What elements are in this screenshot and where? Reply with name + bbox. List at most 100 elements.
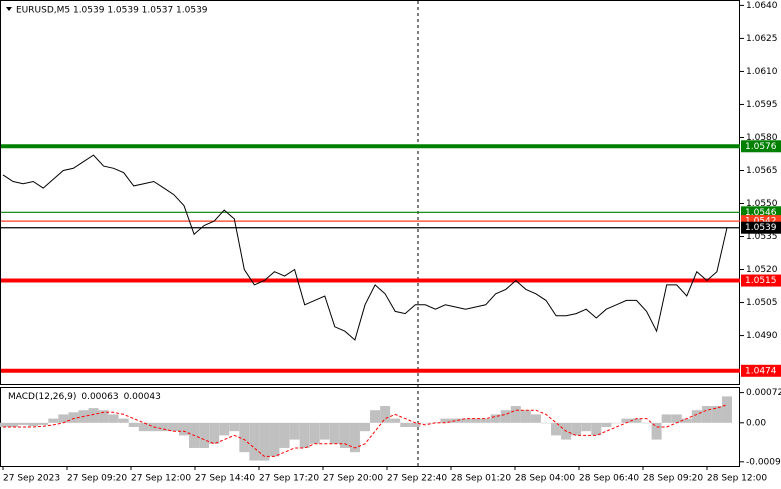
macd-bar [118,418,129,423]
x-tick-label: 27 Sep 14:40 [195,474,255,484]
x-tick-label: 27 Sep 12:00 [131,474,191,484]
macd-bar [299,422,310,448]
macd-title-part: 0.00063 [81,392,118,402]
macd-bar [440,418,451,423]
macd-title-part: MACD(12,26,9) [8,392,76,402]
macd-bar [48,418,59,423]
x-tick-label: 28 Sep 01:20 [451,474,511,484]
x-tick-label: 27 Sep 22:40 [387,474,447,484]
macd-bar [711,406,722,423]
level-label: 1.0474 [745,366,777,376]
macd-bar [58,414,69,423]
macd-bar [269,422,280,457]
macd-bar [209,422,220,444]
y-tick-label: 1.0595 [746,100,778,110]
level-label: 1.0546 [745,208,777,218]
x-tick-label: 28 Sep 12:00 [707,474,767,484]
macd-bar [98,410,109,423]
macd-bar [510,406,521,423]
macd-bar [249,422,260,461]
macd-bar [681,418,692,423]
macd-bar [571,422,582,436]
macd-bar [339,422,350,448]
macd-bar [490,414,501,423]
x-tick-label: 28 Sep 09:20 [643,474,703,484]
x-tick-label: 28 Sep 04:00 [515,474,575,484]
macd-bar [671,414,682,423]
x-tick-label: 27 Sep 20:00 [323,474,383,484]
x-tick-label: 27 Sep 17:20 [259,474,319,484]
macd-bar [219,422,230,436]
y-tick-label: 1.0610 [746,67,778,77]
price-line [2,154,728,341]
price-panel-frame [0,0,740,385]
macd-bar [551,422,562,436]
macd-bar [530,414,541,423]
macd-bar [229,422,240,432]
level-label: 1.0515 [745,276,777,286]
y-tick-label: 1.0550 [746,199,778,209]
macd-bar [420,422,431,424]
macd-bar [18,422,29,425]
y-tick-label: 1.0565 [746,166,778,176]
macd-bar [541,422,551,424]
macd-bar [259,422,270,461]
macd-bar [661,414,672,423]
macd-title-part: 0.00043 [124,392,161,402]
macd-bar [691,410,702,423]
level-tag [741,364,781,377]
signal-line [3,404,728,457]
macd-bar [329,422,340,444]
macd-bar [158,422,169,432]
macd-bar [68,412,79,423]
macd-bar [199,422,210,448]
macd-bar [581,422,592,432]
x-tick-label: 27 Sep 09:20 [67,474,127,484]
macd-bar [701,406,712,423]
macd-bar [360,422,370,432]
macd-bar [370,410,381,423]
y-tick-label: 1.0520 [746,265,778,275]
x-tick-label: 28 Sep 06:40 [579,474,639,484]
macd-bar [279,422,290,448]
macd-bar [400,422,411,427]
macd-bar [641,422,652,424]
macd-bar [108,414,119,423]
macd-bar [500,410,511,423]
macd-bar [470,418,481,423]
macd-bar [349,422,360,453]
macd-bar [0,422,8,427]
macd-bar [88,408,99,423]
y-tick-label: -0.00093 [746,457,781,467]
macd-bar [480,418,491,423]
macd-bar [611,422,622,424]
chart-title: EURUSD,M5 1.0539 1.0539 1.0537 1.0539 [16,6,208,16]
macd-bar [179,422,189,436]
y-tick-label: 1.0490 [746,331,778,341]
level-label: 1.0539 [745,223,777,233]
y-tick-label: 1.0535 [746,232,778,242]
symbol-icon [6,7,12,11]
macd-bar [38,422,49,425]
macd-bar [460,418,471,423]
macd-bar [591,422,602,436]
macd-bar [128,422,139,427]
level-tag [741,221,781,234]
macd-bar [319,422,330,440]
macd-bar [380,406,391,423]
y-tick-label: 1.0505 [746,298,778,308]
macd-bar [631,418,642,423]
macd-bar [410,422,421,427]
macd-bar [138,422,149,432]
macd-bar [520,410,531,423]
macd-bar [621,418,632,423]
macd-bar [8,422,19,427]
macd-bar [309,422,320,444]
level-label: 1.0542 [745,217,777,227]
y-tick-label: 0.00 [746,418,766,428]
macd-bar [168,422,179,432]
level-tag [741,140,781,153]
macd-bar [239,422,250,453]
